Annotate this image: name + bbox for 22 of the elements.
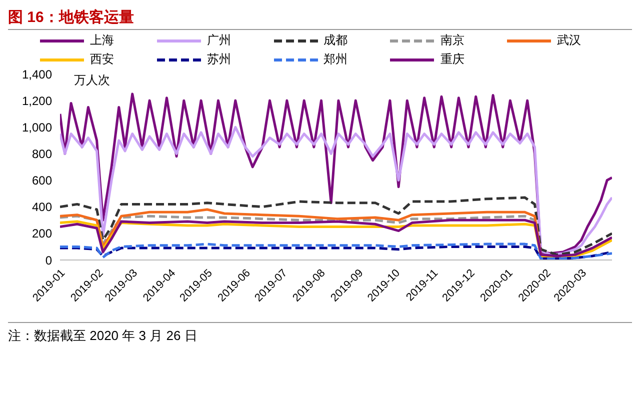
- y-tick-label: 800: [32, 146, 52, 161]
- legend-label: 广州: [206, 32, 231, 49]
- line-series: [60, 196, 612, 256]
- legend-label: 重庆: [440, 51, 464, 68]
- legend-label: 成都: [324, 32, 348, 49]
- legend-label: 苏州: [206, 51, 231, 68]
- y-tick-label: 0: [45, 253, 52, 268]
- legend-label: 武汉: [557, 32, 582, 49]
- legend-label: 郑州: [324, 51, 348, 68]
- legend-label: 上海: [90, 32, 114, 49]
- y-tick-label: 400: [32, 200, 52, 214]
- line-series: [60, 126, 612, 256]
- y-tick-label: 600: [32, 174, 52, 188]
- y-axis-title: 万人次: [74, 72, 110, 89]
- y-tick-label: 1,400: [22, 67, 52, 82]
- text: 注：数据截至 2020 年 3 月 26 日: [8, 327, 198, 345]
- y-tick-label: 1,200: [22, 94, 52, 108]
- legend-label: 南京: [440, 32, 464, 49]
- y-tick-label: 200: [32, 226, 52, 241]
- legend-label: 西安: [90, 51, 114, 68]
- chart-title: 图 16：地铁客运量: [8, 8, 632, 30]
- y-tick-label: 1,000: [22, 120, 52, 134]
